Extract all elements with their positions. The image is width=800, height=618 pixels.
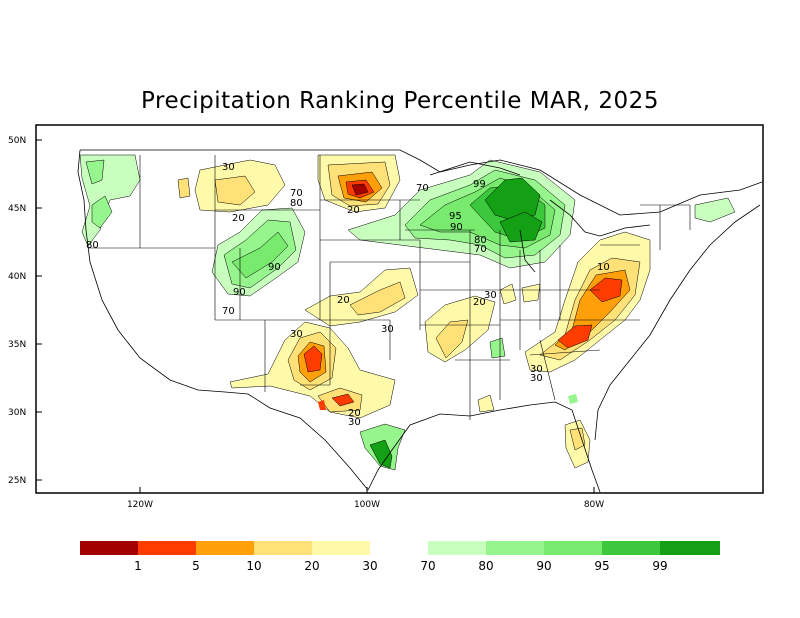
contour-label: 70 — [222, 306, 235, 317]
region-georgia-wet — [568, 394, 578, 404]
region-michigan-wet-99 — [499, 211, 543, 243]
contour-label: 70 — [474, 244, 487, 255]
lat-label-30n: 30N — [8, 408, 26, 418]
region-mississippi-wet — [489, 337, 506, 359]
legend-swatch — [80, 541, 138, 555]
region-south-texas-dry-5 — [331, 393, 355, 407]
legend-label: 30 — [362, 559, 377, 573]
lon-label-120w: 120W — [127, 500, 153, 510]
contour-label: 80 — [474, 235, 487, 246]
contour-label: 70 — [416, 183, 429, 194]
legend-label: 80 — [478, 559, 493, 573]
lat-label-25n: 25N — [8, 476, 26, 486]
lat-label-35n: 35N — [8, 340, 26, 350]
map-fill-layer — [79, 154, 736, 471]
map-frame — [35, 124, 764, 494]
legend-swatch — [196, 541, 254, 555]
contour-label: 30 — [530, 364, 543, 375]
region-great-lakes-wet-99 — [484, 177, 541, 221]
longitude-axis: 120W 100W 80W — [127, 487, 604, 510]
legend-label: 90 — [536, 559, 551, 573]
contour-label: 70 — [290, 188, 303, 199]
region-northern-plains-dry-1 — [351, 183, 369, 196]
contour-label: 30 — [290, 329, 303, 340]
state-boundaries — [88, 155, 691, 420]
contour-label: 20 — [348, 408, 361, 419]
legend-swatch — [254, 541, 312, 555]
region-louisiana-dry — [477, 394, 495, 413]
map-title: Precipitation Ranking Percentile MAR, 20… — [141, 88, 659, 114]
lat-label-45n: 45N — [8, 204, 26, 214]
legend-label: 70 — [420, 559, 435, 573]
legend-swatch — [428, 541, 486, 555]
legend-swatch — [602, 541, 660, 555]
contour-label: 99 — [473, 179, 486, 190]
region-carolina-dry-5 — [557, 324, 593, 349]
legend-label: 20 — [304, 559, 319, 573]
contour-label: 30 — [348, 417, 361, 428]
region-texas-dry-5 — [303, 345, 323, 373]
legend-label: 99 — [652, 559, 667, 573]
contour-label: 20 — [347, 205, 360, 216]
legend-swatch — [138, 541, 196, 555]
contour-label: 30 — [484, 290, 497, 301]
region-central-plains-dry-20 — [349, 281, 406, 316]
region-new-england-wet — [694, 197, 736, 223]
contour-label: 30 — [381, 324, 394, 335]
contour-label: 90 — [268, 262, 281, 273]
legend-swatch — [312, 541, 370, 555]
legend-swatch — [544, 541, 602, 555]
contour-labels: 30 70 80 20 20 70 99 95 90 80 70 80 90 9… — [86, 162, 610, 428]
contour-label: 95 — [449, 211, 462, 222]
contour-label: 80 — [86, 240, 99, 251]
legend: 1 5 10 20 30 70 80 90 95 99 — [80, 541, 720, 573]
contour-label: 10 — [597, 262, 610, 273]
region-south-texas-dry-1 — [318, 400, 326, 410]
region-rockies-wet-90 — [231, 231, 289, 279]
region-rio-grande-wet-95 — [369, 439, 393, 469]
contour-label: 90 — [450, 222, 463, 233]
legend-label: 5 — [192, 559, 200, 573]
lat-label-40n: 40N — [8, 272, 26, 282]
contour-label: 80 — [290, 198, 303, 209]
region-virginia-dry-5 — [589, 277, 623, 303]
contour-label: 20 — [337, 295, 350, 306]
contour-label: 30 — [222, 162, 235, 173]
legend-label: 10 — [246, 559, 261, 573]
lat-label-50n: 50N — [8, 136, 26, 146]
region-central-plains-dry — [304, 267, 419, 327]
region-northwest-wet-inner — [91, 195, 113, 229]
lon-label-100w: 100W — [354, 500, 380, 510]
region-indiana-dry — [521, 283, 541, 303]
contour-label: 20 — [473, 297, 486, 308]
region-northwest-wet-inner2 — [85, 159, 105, 185]
contour-label: 90 — [233, 287, 246, 298]
region-montana-dry-inner — [214, 175, 256, 206]
coastlines — [77, 149, 763, 493]
legend-swatch — [486, 541, 544, 555]
region-idaho-dry — [177, 177, 191, 199]
legend-label: 1 — [134, 559, 142, 573]
contour-label: 30 — [530, 373, 543, 384]
legend-label: 95 — [594, 559, 609, 573]
region-illinois-dry — [499, 283, 517, 305]
contour-label: 20 — [232, 213, 245, 224]
legend-swatch — [660, 541, 720, 555]
region-arkansas-dry-20 — [435, 319, 469, 359]
lon-label-80w: 80W — [584, 500, 604, 510]
latitude-axis: 50N 45N 40N 35N 30N 25N — [8, 136, 42, 486]
